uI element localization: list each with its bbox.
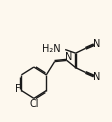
Text: Cl: Cl [29,99,39,109]
Text: N: N [93,72,100,82]
Text: N: N [65,52,72,62]
Text: H₂N: H₂N [42,44,60,54]
Text: F: F [15,84,20,94]
Text: N: N [93,39,100,49]
